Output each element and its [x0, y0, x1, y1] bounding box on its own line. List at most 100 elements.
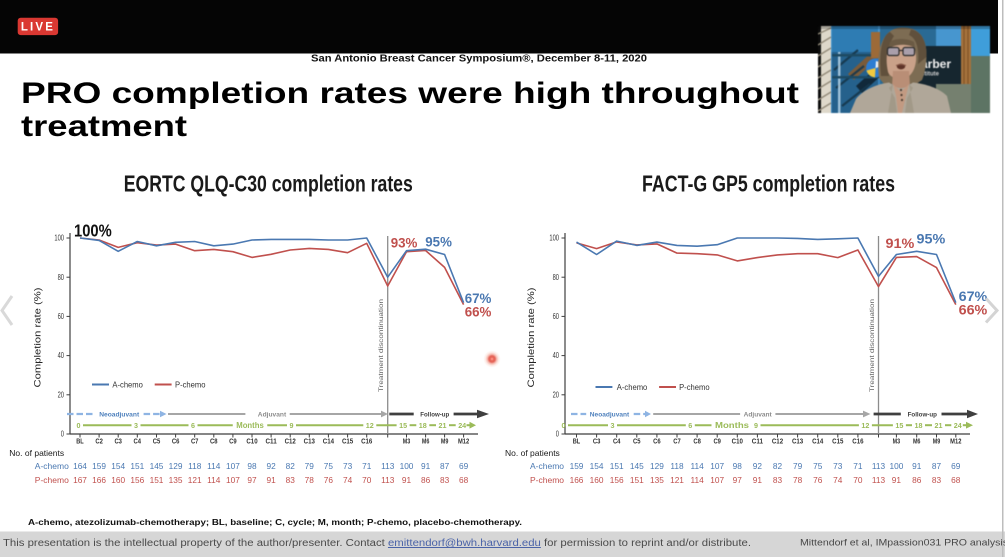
svg-text:A-chemo: A-chemo: [617, 383, 648, 392]
svg-text:C8: C8: [693, 437, 701, 446]
svg-text:Adjuvant: Adjuvant: [258, 411, 287, 418]
svg-text:156: 156: [130, 475, 144, 485]
svg-text:C5: C5: [153, 437, 161, 446]
svg-text:3: 3: [611, 421, 615, 430]
svg-text:C16: C16: [361, 437, 372, 446]
svg-text:C16: C16: [852, 437, 863, 446]
svg-text:A-chemo: A-chemo: [35, 461, 69, 471]
svg-text:160: 160: [590, 475, 604, 485]
svg-text:18: 18: [419, 421, 427, 430]
svg-text:93%: 93%: [391, 235, 418, 251]
svg-text:C10: C10: [732, 437, 743, 446]
svg-text:80: 80: [553, 273, 560, 282]
svg-text:68: 68: [459, 475, 469, 485]
svg-text:C10: C10: [246, 437, 257, 446]
svg-text:113: 113: [872, 461, 886, 471]
svg-text:BL: BL: [76, 437, 84, 446]
svg-text:114: 114: [207, 475, 221, 485]
svg-text:Treatment discontinuation: Treatment discontinuation: [869, 299, 876, 392]
svg-text:95%: 95%: [425, 233, 452, 249]
svg-text:129: 129: [169, 461, 183, 471]
svg-text:129: 129: [650, 461, 664, 471]
svg-text:EORTC QLQ-C30 completion rates: EORTC QLQ-C30 completion rates: [124, 170, 413, 196]
svg-text:Neoadjuvant: Neoadjuvant: [590, 411, 630, 418]
svg-text:M6: M6: [422, 437, 430, 446]
svg-text:71: 71: [362, 461, 372, 471]
svg-text:P-chemo: P-chemo: [35, 475, 69, 485]
svg-text:M12: M12: [458, 437, 469, 446]
svg-text:A-chemo, atezolizumab-chemothe: A-chemo, atezolizumab-chemotherapy; BL, …: [28, 517, 522, 527]
svg-text:C2: C2: [95, 437, 103, 446]
svg-text:15: 15: [895, 421, 903, 430]
svg-text:Adjuvant: Adjuvant: [744, 411, 773, 418]
svg-text:3: 3: [134, 421, 138, 430]
svg-text:78: 78: [305, 475, 315, 485]
svg-text:151: 151: [630, 475, 644, 485]
svg-text:Months: Months: [236, 421, 264, 430]
svg-text:118: 118: [188, 461, 202, 471]
svg-text:M6: M6: [913, 437, 921, 446]
svg-text:treatment: treatment: [21, 110, 187, 143]
svg-text:113: 113: [381, 475, 395, 485]
svg-text:67%: 67%: [465, 290, 492, 306]
svg-text:C11: C11: [752, 437, 763, 446]
svg-text:91: 91: [753, 475, 763, 485]
svg-text:92: 92: [753, 461, 763, 471]
svg-text:145: 145: [630, 461, 644, 471]
svg-text:151: 151: [150, 475, 164, 485]
svg-text:12: 12: [861, 421, 869, 430]
svg-text:FACT-G GP5 completion rates: FACT-G GP5 completion rates: [642, 170, 895, 196]
svg-text:Months: Months: [715, 421, 750, 430]
svg-text:166: 166: [92, 475, 106, 485]
svg-text:Completion rate (%): Completion rate (%): [526, 287, 536, 387]
svg-text:113: 113: [381, 461, 395, 471]
svg-text:97: 97: [247, 475, 257, 485]
svg-text:A-chemo: A-chemo: [112, 380, 143, 389]
svg-text:159: 159: [570, 461, 584, 471]
svg-text:86: 86: [421, 475, 431, 485]
svg-text:C12: C12: [772, 437, 783, 446]
svg-text:C9: C9: [713, 437, 721, 446]
svg-text:18: 18: [915, 421, 923, 430]
svg-text:40: 40: [58, 351, 65, 360]
svg-text:Neoadjuvant: Neoadjuvant: [99, 411, 140, 418]
svg-text:114: 114: [690, 475, 704, 485]
svg-text:167: 167: [73, 475, 87, 485]
svg-text:C7: C7: [673, 437, 681, 446]
svg-text:C11: C11: [265, 437, 276, 446]
svg-text:100: 100: [889, 461, 903, 471]
svg-text:164: 164: [73, 461, 87, 471]
svg-text:C12: C12: [285, 437, 296, 446]
svg-text:C13: C13: [304, 437, 315, 446]
svg-text:C7: C7: [191, 437, 199, 446]
svg-text:87: 87: [440, 461, 450, 471]
svg-text:BL: BL: [573, 437, 581, 446]
svg-text:154: 154: [590, 461, 604, 471]
svg-text:95%: 95%: [917, 231, 946, 247]
svg-text:12: 12: [366, 421, 374, 430]
svg-text:Follow-up: Follow-up: [908, 411, 937, 418]
svg-text:121: 121: [188, 475, 202, 485]
svg-text:C14: C14: [323, 437, 335, 446]
svg-text:166: 166: [570, 475, 584, 485]
svg-text:No. of patients: No. of patients: [9, 448, 64, 458]
svg-text:0: 0: [562, 421, 566, 430]
svg-text:C15: C15: [832, 437, 843, 446]
svg-text:24: 24: [954, 421, 963, 430]
svg-text:82: 82: [773, 461, 783, 471]
svg-text:0: 0: [77, 421, 81, 430]
svg-text:154: 154: [111, 461, 125, 471]
svg-text:135: 135: [650, 475, 664, 485]
svg-text:No. of patients: No. of patients: [505, 448, 560, 458]
svg-text:C4: C4: [613, 437, 621, 446]
svg-text:C6: C6: [172, 437, 180, 446]
svg-text:70: 70: [362, 475, 372, 485]
svg-text:C3: C3: [593, 437, 601, 446]
svg-text:83: 83: [440, 475, 450, 485]
svg-text:M3: M3: [403, 437, 411, 446]
svg-text:121: 121: [670, 475, 684, 485]
svg-text:100%: 100%: [74, 221, 112, 241]
svg-text:Follow-up: Follow-up: [420, 411, 449, 418]
svg-text:P-chemo: P-chemo: [530, 475, 564, 485]
svg-text:9: 9: [754, 421, 758, 430]
